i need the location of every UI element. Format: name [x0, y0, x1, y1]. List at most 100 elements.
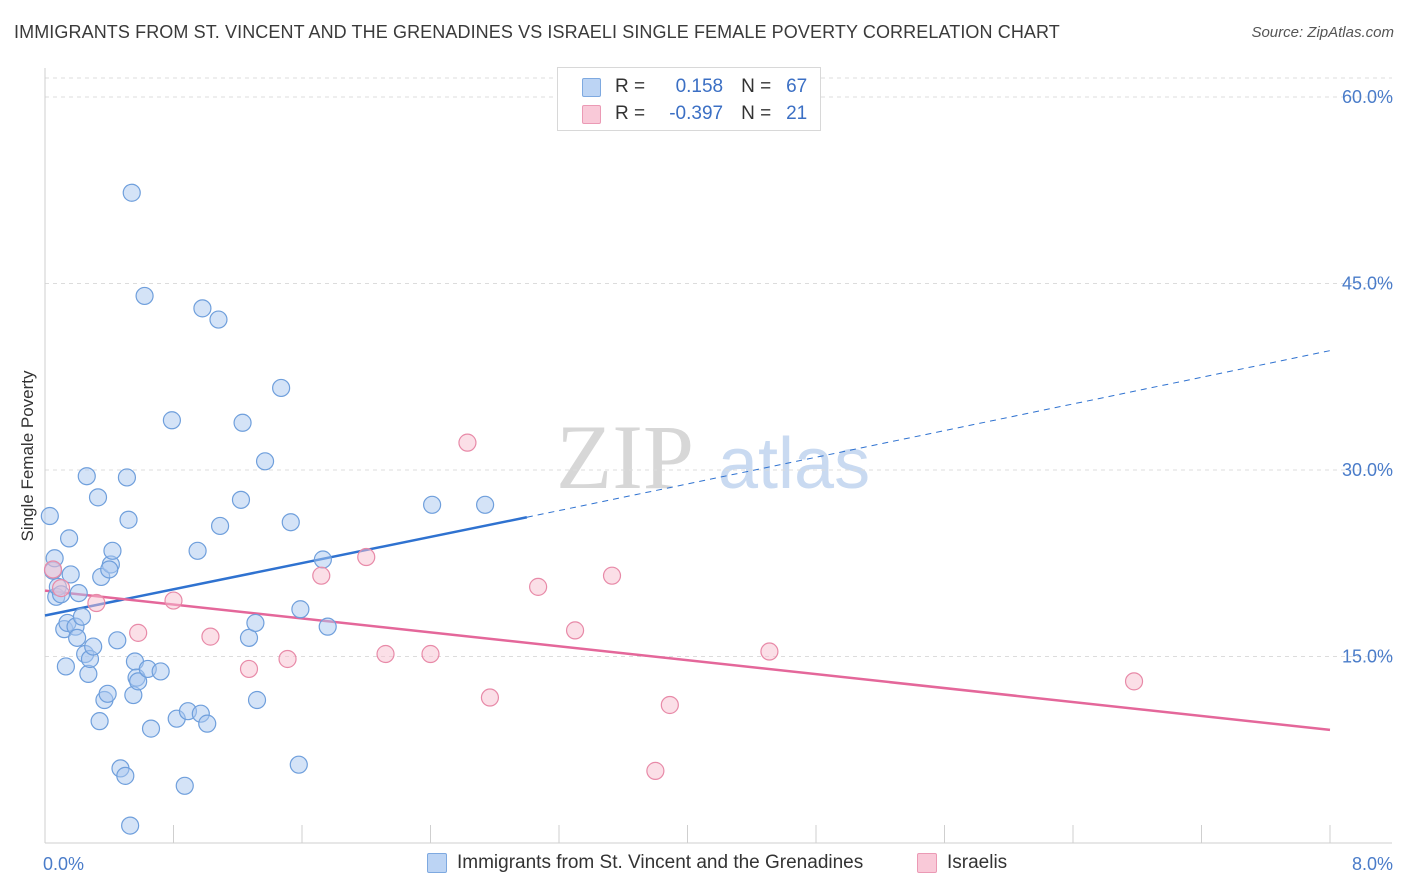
y-tick-label: 15.0% — [1342, 647, 1393, 667]
x-tick-label: 8.0% — [1352, 854, 1393, 874]
immigrants-point — [188, 541, 207, 560]
immigrants-point — [281, 513, 300, 532]
source-label: Source: ZipAtlas.com — [1251, 24, 1394, 41]
immigrants-point — [68, 628, 87, 647]
series-legend-israelis: Israelis — [917, 852, 1007, 874]
immigrants-point — [291, 600, 310, 619]
immigrants-point — [318, 617, 337, 636]
immigrants-point — [100, 560, 119, 579]
watermark-atlas: atlas — [718, 424, 870, 504]
israelis-point — [51, 579, 71, 598]
immigrants-point — [151, 662, 170, 681]
immigrants-point — [141, 719, 161, 738]
immigrants-point — [69, 583, 88, 603]
israelis-point — [239, 659, 259, 679]
immigrants-point — [72, 607, 92, 626]
israelis-point — [602, 566, 622, 585]
legend-r-value: 0.158 — [675, 76, 724, 97]
immigrants-point — [209, 310, 228, 329]
immigrants-point — [79, 664, 98, 684]
watermark-zip: ZIP — [556, 406, 694, 508]
immigrants-point — [231, 490, 251, 509]
israelis-point — [480, 688, 500, 707]
immigrants-point — [90, 712, 109, 731]
axes — [44, 68, 1392, 844]
immigrants-point — [135, 286, 154, 306]
legend-swatch-pink — [582, 104, 601, 124]
gridlines — [45, 77, 1392, 657]
israelis-trend-line — [44, 589, 1331, 732]
y-axis-label: Single Female Poverty — [18, 370, 37, 542]
israelis-point — [529, 577, 548, 596]
immigrants-point — [56, 657, 75, 676]
immigrants-point — [88, 488, 108, 507]
immigrants-point — [117, 468, 137, 487]
immigrants-point — [84, 637, 103, 656]
series-legend-label: Israelis — [947, 852, 1008, 873]
legend-r-value: -0.397 — [669, 103, 724, 124]
israelis-point — [43, 560, 63, 579]
series-legend: Immigrants from St. Vincent and the Gren… — [0, 852, 1406, 878]
immigrants-point — [210, 516, 230, 536]
legend-n-label: N = — [741, 76, 772, 97]
immigrants-point — [119, 510, 138, 529]
israelis-point — [312, 566, 331, 585]
trend-lines — [44, 350, 1331, 732]
series-swatch-blue — [427, 853, 447, 873]
legend-r-label: R = — [615, 103, 646, 124]
y-tick-label: 30.0% — [1342, 460, 1393, 480]
israelis-point — [87, 593, 106, 613]
immigrants-point — [77, 467, 96, 486]
immigrants-point — [122, 183, 141, 202]
watermark: ZIP atlas — [556, 406, 870, 508]
israelis-point — [646, 761, 665, 780]
legend-row-israelis: R = -0.397 N = 21 — [582, 102, 807, 126]
legend-swatch-blue — [582, 77, 601, 97]
immigrants-point — [108, 631, 127, 650]
israelis-point — [164, 591, 183, 610]
correlation-legend: R = 0.158 N = 67 R = -0.397 N = 21 — [557, 67, 821, 131]
immigrants-point — [313, 550, 332, 569]
x-tick-label: 0.0% — [43, 854, 84, 874]
israelis-point — [565, 621, 585, 640]
immigrants-point — [193, 299, 212, 318]
legend-r-label: R = — [615, 76, 646, 97]
legend-row-immigrants: R = 0.158 N = 67 — [582, 75, 807, 99]
israelis-point — [201, 627, 220, 646]
immigrants-point — [116, 766, 135, 785]
y-tick-label: 45.0% — [1342, 274, 1393, 294]
legend-n-value: 67 — [786, 76, 808, 97]
immigrants-point — [289, 755, 308, 774]
israelis-point — [458, 433, 477, 452]
series-swatch-pink — [917, 853, 937, 873]
immigrants-point — [162, 411, 181, 430]
legend-n-value: 21 — [786, 103, 808, 124]
series-legend-immigrants: Immigrants from St. Vincent and the Gren… — [427, 852, 863, 874]
immigrants-point — [233, 413, 252, 432]
data-points — [40, 183, 1144, 835]
immigrants-point — [59, 529, 79, 548]
immigrants-point — [246, 613, 265, 633]
immigrants-point — [103, 541, 122, 560]
israelis-point — [660, 695, 679, 715]
series-legend-label: Immigrants from St. Vincent and the Gren… — [457, 852, 864, 873]
tick-labels: 15.0% 30.0% 45.0% 60.0% 0.0% 8.0% — [43, 87, 1393, 874]
immigrants-point — [98, 684, 117, 703]
israelis-point — [760, 642, 779, 661]
immigrants-point — [423, 495, 442, 514]
israelis-point — [357, 547, 376, 567]
immigrants-point — [129, 672, 148, 691]
immigrants-point — [476, 495, 495, 514]
immigrants-point — [175, 776, 194, 795]
y-tick-label: 60.0% — [1342, 87, 1393, 107]
immigrants-point — [61, 565, 80, 584]
immigrants-point — [121, 816, 140, 835]
israelis-point — [129, 623, 148, 642]
immigrants-point — [247, 690, 267, 710]
chart-title: IMMIGRANTS FROM ST. VINCENT AND THE GREN… — [14, 22, 1060, 42]
israelis-point — [278, 649, 297, 669]
israelis-point — [376, 644, 395, 664]
immigrants-trend-extension — [526, 350, 1331, 518]
israelis-point — [421, 644, 440, 664]
